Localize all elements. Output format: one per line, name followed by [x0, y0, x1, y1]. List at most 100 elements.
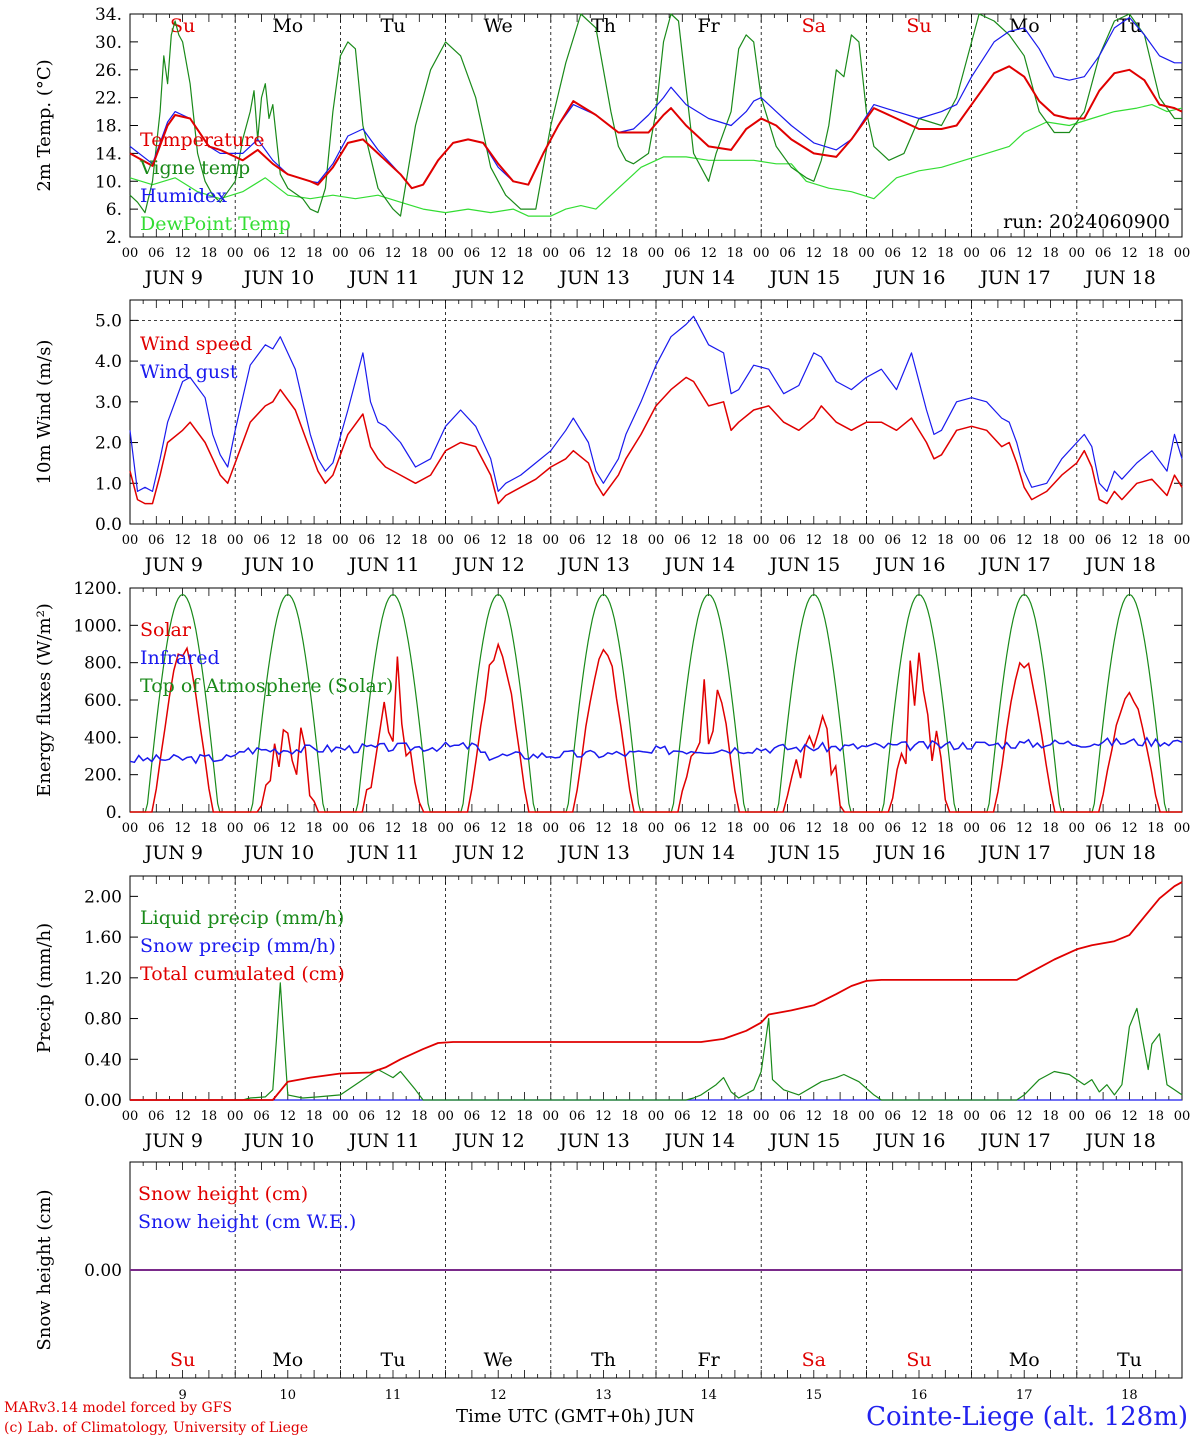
panel3-hour-label: 18 — [516, 821, 533, 836]
temp-series-temperature — [129, 65, 1183, 190]
day-number-label: 15 — [806, 1388, 823, 1403]
panel3-hour-label: 18 — [201, 821, 218, 836]
panel3-hour-label: 06 — [990, 821, 1007, 836]
panel2-date-label: JUN 16 — [873, 554, 945, 576]
panel3-hour-label: 00 — [1174, 821, 1191, 836]
panel1-hour-label: 06 — [990, 246, 1007, 261]
panel1-hour-label: 00 — [1069, 246, 1086, 261]
panel4-hour-label: 18 — [937, 1109, 954, 1124]
panel1-hour-label: 18 — [1042, 246, 1059, 261]
panel1-y-axis-label: 2m Temp. (°C) — [34, 59, 55, 191]
panel3-y-tick-label: 0. — [106, 803, 122, 823]
panel4-y-tick-label: 1.60 — [84, 928, 122, 948]
weekday-label-top: Mo — [272, 15, 303, 37]
panel3-hour-label: 12 — [806, 821, 823, 836]
copyright-credit: (c) Lab. of Climatology, University of L… — [4, 1420, 309, 1436]
run-annotation: run: 2024060900 — [1003, 211, 1170, 233]
panel3-y-tick-label: 1200. — [73, 579, 122, 599]
weekday-label-bottom: Th — [591, 1349, 616, 1371]
panel1-y-tick-label: 14. — [95, 144, 122, 164]
panel2-date-label: JUN 14 — [663, 554, 735, 576]
panel1-hour-label: 12 — [490, 246, 507, 261]
panel1-date-label: JUN 14 — [663, 267, 735, 289]
panel2-hour-label: 00 — [963, 533, 980, 548]
panel3-hour-label: 12 — [1016, 821, 1033, 836]
panel1-date-label: JUN 17 — [978, 267, 1050, 289]
panel3-hour-label: 00 — [963, 821, 980, 836]
panel1-date-label: JUN 15 — [768, 267, 840, 289]
panel4-date-label: JUN 16 — [873, 1130, 945, 1152]
panel2-y-tick-label: 3.0 — [95, 393, 122, 413]
snow-legend-entry: Snow height (cm) — [138, 1183, 308, 1205]
day-number-label: 11 — [385, 1388, 402, 1403]
energy-legend-entry: Infrared — [140, 647, 220, 669]
panel2-hour-label: 00 — [437, 533, 454, 548]
station-name: Cointe-Liege (alt. 128m) — [866, 1402, 1188, 1432]
panel3-hour-label: 00 — [543, 821, 560, 836]
panel2-hour-label: 00 — [648, 533, 665, 548]
panel3-hour-label: 18 — [306, 821, 323, 836]
panel2-hour-label: 12 — [1121, 533, 1138, 548]
panel4-date-label: JUN 17 — [978, 1130, 1050, 1152]
panel2-date-label: JUN 9 — [143, 554, 203, 576]
panel1-hour-label: 18 — [832, 246, 849, 261]
panel2-date-label: JUN 12 — [452, 554, 524, 576]
panel2-hour-label: 18 — [1147, 533, 1164, 548]
panel4-hour-label: 00 — [1174, 1109, 1191, 1124]
panel4-hour-label: 18 — [1147, 1109, 1164, 1124]
weekday-label-top: Fr — [697, 15, 720, 37]
temp-legend-entry: DewPoint Temp — [140, 213, 291, 235]
panel1-hour-label: 00 — [227, 246, 244, 261]
panel2-y-tick-label: 5.0 — [95, 311, 122, 331]
panel1-hour-label: 18 — [727, 246, 744, 261]
panel2-y-tick-label: 4.0 — [95, 352, 122, 372]
panel4-hour-label: 12 — [174, 1109, 191, 1124]
panel3-date-label: JUN 15 — [768, 842, 840, 864]
panel2-hour-label: 12 — [1016, 533, 1033, 548]
panel2-hour-label: 00 — [543, 533, 560, 548]
panel4-y-tick-label: 2.00 — [84, 887, 122, 907]
panel2-hour-label: 06 — [990, 533, 1007, 548]
panel2-hour-label: 06 — [674, 533, 691, 548]
temp-legend-entry: Vigne temp — [139, 157, 250, 179]
panel1-hour-label: 00 — [753, 246, 770, 261]
panel3-hour-label: 18 — [1042, 821, 1059, 836]
panel3-y-tick-label: 1000. — [73, 616, 122, 636]
panel2-hour-label: 12 — [280, 533, 297, 548]
panel2-hour-label: 18 — [411, 533, 428, 548]
panel3-hour-label: 00 — [227, 821, 244, 836]
panel4-hour-label: 06 — [884, 1109, 901, 1124]
panel2-hour-label: 06 — [148, 533, 165, 548]
panel1-hour-label: 00 — [543, 246, 560, 261]
panel3-date-label: JUN 13 — [557, 842, 629, 864]
panel1-hour-label: 12 — [911, 246, 928, 261]
day-number-label: 13 — [595, 1388, 612, 1403]
panel4-hour-label: 18 — [621, 1109, 638, 1124]
panel1-hour-label: 18 — [516, 246, 533, 261]
panel3-hour-label: 12 — [385, 821, 402, 836]
panel4-date-label: JUN 11 — [347, 1130, 419, 1152]
panel1-hour-label: 06 — [569, 246, 586, 261]
panel1-hour-label: 06 — [358, 246, 375, 261]
panel1-hour-label: 18 — [306, 246, 323, 261]
panel1-date-label: JUN 16 — [873, 267, 945, 289]
weekday-label-bottom: Su — [906, 1349, 931, 1371]
panel4-hour-label: 00 — [858, 1109, 875, 1124]
panel2-hour-label: 06 — [1095, 533, 1112, 548]
panel4-hour-label: 18 — [201, 1109, 218, 1124]
panel3-date-label: JUN 17 — [978, 842, 1050, 864]
panel1-hour-label: 12 — [1016, 246, 1033, 261]
panel3-hour-label: 00 — [753, 821, 770, 836]
panel2-hour-label: 18 — [201, 533, 218, 548]
panel4-hour-label: 00 — [963, 1109, 980, 1124]
panel2-y-axis-label: 10m Wind (m/s) — [34, 340, 55, 485]
temp-series-dewpoint-temp — [129, 104, 1183, 217]
cumulated-precip-series — [130, 881, 1183, 1101]
panel3-hour-label: 12 — [1121, 821, 1138, 836]
panel4-hour-label: 12 — [385, 1109, 402, 1124]
panel4-hour-label: 00 — [227, 1109, 244, 1124]
panel2-hour-label: 12 — [806, 533, 823, 548]
panel2-hour-label: 06 — [358, 533, 375, 548]
panel3-hour-label: 18 — [411, 821, 428, 836]
panel1-date-label: JUN 12 — [452, 267, 524, 289]
